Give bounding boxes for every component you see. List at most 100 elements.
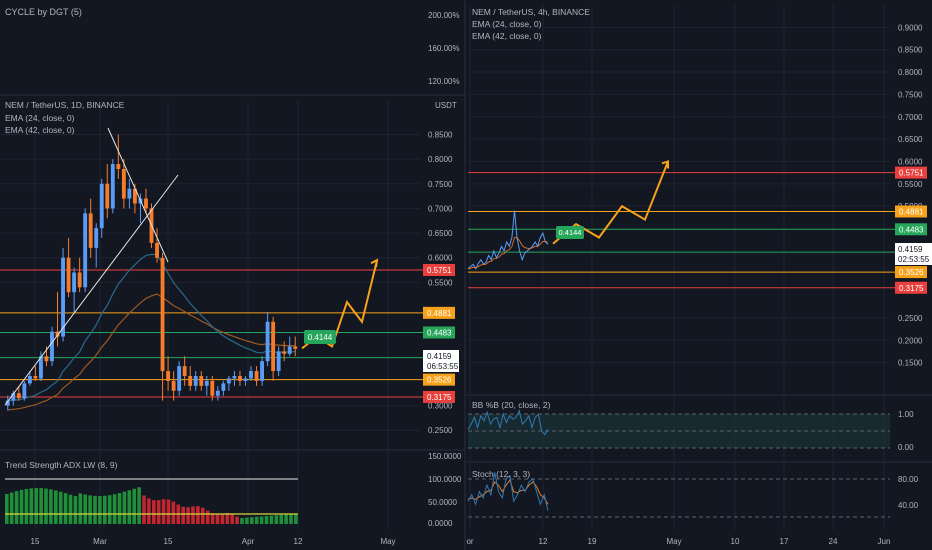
right-ema42-legend[interactable]: EMA (42, close, 0)	[472, 31, 542, 41]
right-levels	[468, 172, 895, 289]
left-level-tag-4	[423, 373, 455, 386]
adx-panel[interactable]: Trend Strength ADX LW (8, 9) 150.0000 10…	[5, 452, 462, 528]
stoch-tick-80: 80.00	[898, 475, 919, 484]
left-candle-body	[33, 376, 38, 379]
left-countdown: 06:53:55	[427, 362, 459, 371]
adx-bar	[122, 491, 127, 524]
adx-indicator-label[interactable]: Trend Strength ADX LW (8, 9)	[5, 460, 118, 470]
right-price-marker[interactable]: 0.4144	[556, 226, 584, 239]
cycle-indicator-label[interactable]: CYCLE by DGT (5)	[5, 7, 82, 17]
left-ema42-legend[interactable]: EMA (42, close, 0)	[5, 125, 75, 135]
left-candle-body	[193, 376, 198, 386]
adx-bar	[9, 492, 14, 524]
adx-bar	[220, 513, 225, 524]
adx-bar	[103, 495, 107, 524]
left-level-value-4: 0.3526	[427, 376, 452, 385]
left-x-label: Mar	[93, 537, 107, 546]
left-candle-body	[110, 164, 115, 209]
adx-bar	[156, 500, 161, 524]
left-candle-body	[221, 383, 226, 391]
adx-bar	[274, 515, 279, 524]
left-candle-body	[260, 361, 265, 381]
left-level-tag-1	[423, 306, 455, 319]
stoch-indicator-label[interactable]: Stoch (12, 3, 3)	[472, 469, 530, 479]
adx-tick-150: 150.0000	[428, 452, 462, 461]
adx-bar	[205, 510, 210, 524]
right-main-chart[interactable]: 0.4144 NEM / TetherUS, 4h, BINANCE EMA (…	[467, 5, 932, 530]
left-x-label: Apr	[242, 537, 255, 546]
trendline-ascending[interactable]	[4, 174, 179, 406]
left-y-tick: 0.7500	[428, 180, 453, 189]
right-y-tick: 0.8000	[898, 68, 923, 77]
left-candle-body	[72, 272, 77, 293]
right-y-tick: 0.1500	[898, 359, 923, 368]
left-y-axis[interactable]: 0.8500 0.8000 0.7500 0.7000 0.6500 0.6000 0.55…	[428, 131, 453, 436]
bb-percent-line	[467, 409, 549, 436]
trendline-descending[interactable]	[107, 127, 169, 263]
left-candle-body	[293, 346, 298, 349]
left-level-value-2: 0.4483	[427, 328, 452, 337]
adx-bar	[186, 507, 190, 524]
left-candle-body	[199, 376, 204, 386]
right-symbol-title[interactable]: NEM / TetherUS, 4h, BINANCE	[472, 7, 590, 17]
left-unit-label: USDT	[435, 101, 457, 110]
adx-bar	[112, 494, 117, 524]
left-candle-body	[16, 393, 21, 399]
left-projection-arrowhead	[370, 258, 379, 268]
adx-bar	[294, 513, 298, 524]
adx-bar	[137, 487, 141, 524]
left-candle-body	[160, 257, 165, 372]
stoch-panel[interactable]: Stoch (12, 3, 3) 80.00 40.00	[467, 469, 919, 518]
left-candle-body	[215, 390, 220, 396]
left-candle-body	[127, 188, 132, 199]
left-candle-body	[99, 183, 104, 229]
left-x-axis[interactable]: 15 Mar 15 Apr 12 May	[31, 537, 396, 546]
adx-bar	[142, 495, 146, 524]
left-symbol-title[interactable]: NEM / TetherUS, 1D, BINANCE	[5, 100, 125, 110]
right-x-label: Jun	[878, 537, 891, 546]
left-x-label: 15	[31, 537, 40, 546]
left-candle-body	[254, 371, 259, 381]
left-candle-body	[88, 213, 93, 248]
adx-bar	[98, 495, 102, 524]
left-x-label: 15	[164, 537, 173, 546]
left-candle-body	[155, 242, 159, 258]
right-x-label: 10	[731, 537, 740, 546]
right-ema24-legend[interactable]: EMA (24, close, 0)	[472, 19, 542, 29]
left-main-chart[interactable]: 0.4144 NEM / TetherUS, 1D, BINANCE EMA (…	[0, 100, 459, 530]
adx-tick-50: 50.0000	[428, 498, 457, 507]
left-candle-body	[188, 376, 193, 386]
right-level-tag-5	[895, 281, 927, 294]
bb-panel[interactable]: BB %B (20, close, 2) 1.00 0.00	[467, 400, 914, 452]
right-x-label: 24	[829, 537, 838, 546]
adx-bar	[161, 499, 166, 524]
left-x-label: May	[380, 537, 395, 546]
left-candle-body	[204, 380, 209, 386]
left-price-marker[interactable]: 0.4144	[304, 330, 336, 344]
left-candle-body	[282, 351, 287, 354]
adx-bar	[191, 506, 195, 524]
right-y-axis[interactable]: 0.9000 0.8500 0.8000 0.7500 0.7000 0.6500 0.60…	[898, 23, 923, 367]
left-y-tick: 0.6500	[428, 229, 453, 238]
right-level-tag-1	[895, 205, 927, 218]
right-y-tick: 0.9000	[898, 23, 923, 32]
right-x-axis[interactable]: or 12 19 May 10 17 24 Jun	[466, 537, 890, 546]
left-ema24-legend[interactable]: EMA (24, close, 0)	[5, 113, 75, 123]
right-y-tick: 0.6500	[898, 135, 923, 144]
left-candle-body	[55, 331, 60, 337]
adx-bar	[39, 488, 43, 524]
bb-tick-0: 0.00	[898, 443, 914, 452]
adx-bar	[58, 491, 63, 524]
adx-bar	[88, 495, 92, 524]
adx-bar	[132, 488, 136, 524]
bb-indicator-label[interactable]: BB %B (20, close, 2)	[472, 400, 551, 410]
right-level-value-0: 0.5751	[899, 169, 924, 178]
left-candle-body	[77, 272, 82, 288]
right-x-label: May	[666, 537, 681, 546]
adx-bar	[289, 514, 293, 524]
right-level-value-5: 0.3175	[899, 284, 924, 293]
adx-bar	[230, 513, 234, 524]
left-x-label: 12	[294, 537, 303, 546]
right-ema-line	[467, 237, 549, 270]
adx-bar	[117, 493, 122, 524]
